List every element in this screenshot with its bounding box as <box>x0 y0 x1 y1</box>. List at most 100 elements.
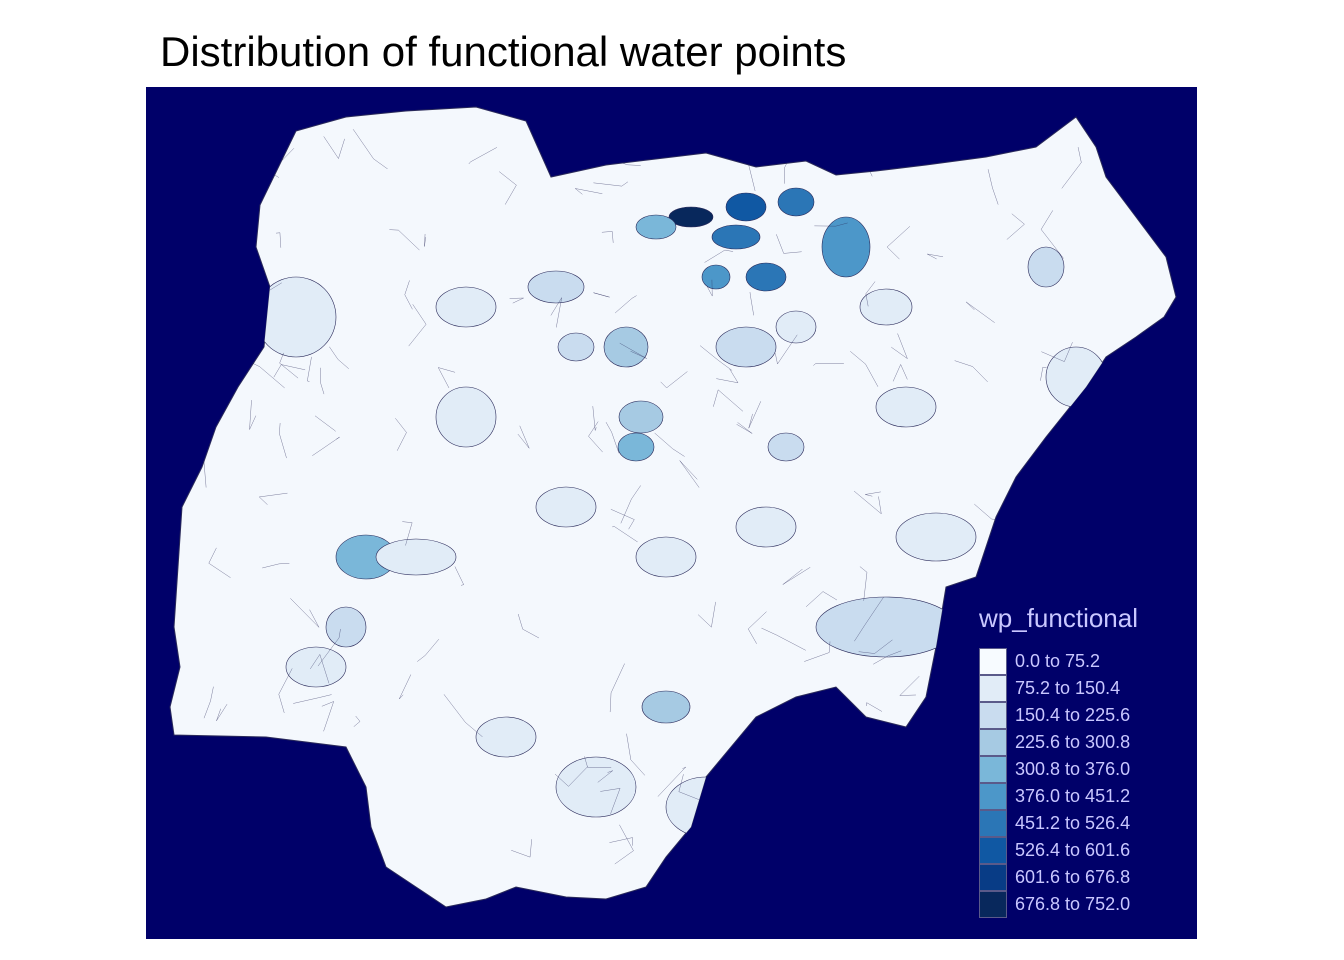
lga-boundary <box>1042 567 1053 578</box>
legend-item: 225.6 to 300.8 <box>979 729 1138 756</box>
legend-label: 451.2 to 526.4 <box>1015 813 1131 833</box>
lga-boundary <box>311 791 338 800</box>
lga-boundary <box>865 281 876 307</box>
lga-boundary <box>417 638 440 662</box>
lga-boundary <box>307 356 312 382</box>
lga-boundary <box>443 694 483 738</box>
legend-item: 601.6 to 676.8 <box>979 864 1138 891</box>
lga-boundary <box>987 169 999 205</box>
lga-boundary <box>312 436 340 456</box>
lga-boundary <box>402 521 413 546</box>
lga-boundary <box>258 812 277 837</box>
lga-region <box>745 262 787 292</box>
legend-item: 376.0 to 451.2 <box>979 783 1138 810</box>
lga-boundary <box>1006 213 1025 240</box>
lga-boundary <box>654 432 685 457</box>
lga-boundary <box>854 596 884 642</box>
lga-regions <box>255 187 1107 838</box>
lga-boundary <box>612 526 638 543</box>
lga-region <box>285 646 347 688</box>
lga-boundary <box>258 492 288 505</box>
legend-swatch <box>979 810 1007 837</box>
lga-region <box>715 326 777 368</box>
lga-region <box>618 400 664 434</box>
lga-boundary <box>697 601 716 628</box>
lga-boundary <box>1061 147 1082 189</box>
lga-boundary <box>626 733 646 776</box>
lga-region <box>635 536 697 578</box>
lga-boundary <box>203 686 214 719</box>
legend-swatch <box>979 675 1007 702</box>
lga-boundary <box>886 226 911 260</box>
lga-boundary <box>208 547 231 578</box>
legend-swatch <box>979 702 1007 729</box>
legend-label: 225.6 to 300.8 <box>1015 732 1131 752</box>
lga-region <box>557 332 595 362</box>
lga-boundary <box>748 401 762 429</box>
lga-boundary <box>200 389 218 410</box>
lga-region <box>711 224 761 250</box>
lga-boundary <box>757 770 788 791</box>
lga-region <box>775 310 817 344</box>
legend-label: 676.8 to 752.0 <box>1015 894 1131 914</box>
lga-boundary <box>499 171 517 205</box>
lga-boundary <box>575 188 603 195</box>
lga-region <box>603 326 649 368</box>
lga-boundary <box>190 262 223 293</box>
lga-boundary <box>954 360 988 383</box>
lga-region <box>325 606 367 648</box>
legend-item: 75.2 to 150.4 <box>979 675 1138 702</box>
lga-boundary <box>763 814 802 831</box>
lga-boundary <box>271 771 281 784</box>
lga-boundary <box>509 297 524 304</box>
legend-swatch <box>979 837 1007 864</box>
lga-boundary <box>620 485 641 524</box>
lga-boundary <box>609 663 625 713</box>
lga-boundary <box>273 364 306 378</box>
lga-region <box>725 192 767 222</box>
lga-region <box>821 216 871 278</box>
lga-boundary <box>554 766 588 787</box>
legend-swatch <box>979 864 1007 891</box>
lga-boundary <box>593 181 629 187</box>
lga-boundary <box>408 304 427 347</box>
lga-boundary <box>437 367 456 389</box>
legend-items: 0.0 to 75.2 75.2 to 150.4 150.4 to 225.6… <box>979 648 1138 918</box>
lga-boundary <box>601 231 614 243</box>
legend-item: 0.0 to 75.2 <box>979 648 1138 675</box>
lga-boundary <box>813 363 844 366</box>
lga-boundary <box>216 704 228 721</box>
lga-boundary <box>241 165 280 178</box>
lga-region <box>1045 346 1107 408</box>
lga-boundary <box>865 491 881 497</box>
lga-boundary <box>853 490 882 515</box>
lga-boundary <box>804 641 831 662</box>
lga-boundary <box>320 367 325 395</box>
lga-boundary <box>805 591 838 607</box>
lga-region <box>777 187 815 217</box>
map-panel[interactable] <box>146 87 1197 939</box>
lga-boundary <box>550 297 562 328</box>
lga-region <box>635 214 677 240</box>
lga-boundary <box>678 774 708 804</box>
lga-boundary <box>657 766 686 797</box>
lga-boundary <box>309 653 330 684</box>
lga-boundary <box>713 389 744 412</box>
lga-boundary <box>863 811 870 834</box>
lga-boundary <box>317 628 341 667</box>
lga-boundary <box>323 136 345 160</box>
lga-boundary <box>321 701 335 732</box>
lga-boundary <box>1009 500 1051 508</box>
lga-region <box>665 776 747 838</box>
lga-region <box>475 716 537 758</box>
lga-boundary <box>404 280 413 310</box>
legend-label: 75.2 to 150.4 <box>1015 678 1121 698</box>
legend-swatch <box>979 756 1007 783</box>
lga-boundary <box>850 351 879 387</box>
lga-boundary <box>255 316 258 337</box>
lga-boundary <box>614 295 637 314</box>
lga-boundary <box>517 425 530 449</box>
legend-label: 376.0 to 451.2 <box>1015 786 1131 806</box>
country-outline <box>169 106 1177 908</box>
legend-item: 526.4 to 601.6 <box>979 837 1138 864</box>
